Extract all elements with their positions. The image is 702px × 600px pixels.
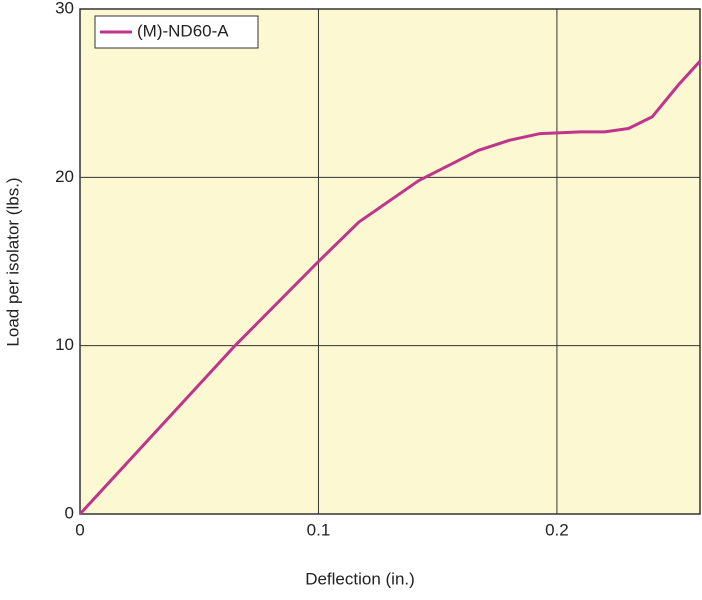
y-tick-label: 30	[55, 0, 74, 17]
plot-frame	[79, 8, 701, 515]
x-tick-label: 0	[75, 520, 84, 539]
y-tick-label: 0	[65, 503, 74, 522]
y-tick-label: 20	[55, 167, 74, 186]
x-axis-label: Deflection (in.)	[305, 569, 415, 588]
data-line	[78, 60, 702, 516]
y-tick-label: 10	[55, 335, 74, 354]
x-tick-label: 0.1	[307, 520, 331, 539]
plot-area	[80, 9, 700, 514]
x-tick-label: 0.2	[545, 520, 569, 539]
y-axis-label: Load per isolator (lbs.)	[3, 177, 22, 346]
legend-label: (M)-ND60-A	[137, 21, 229, 40]
